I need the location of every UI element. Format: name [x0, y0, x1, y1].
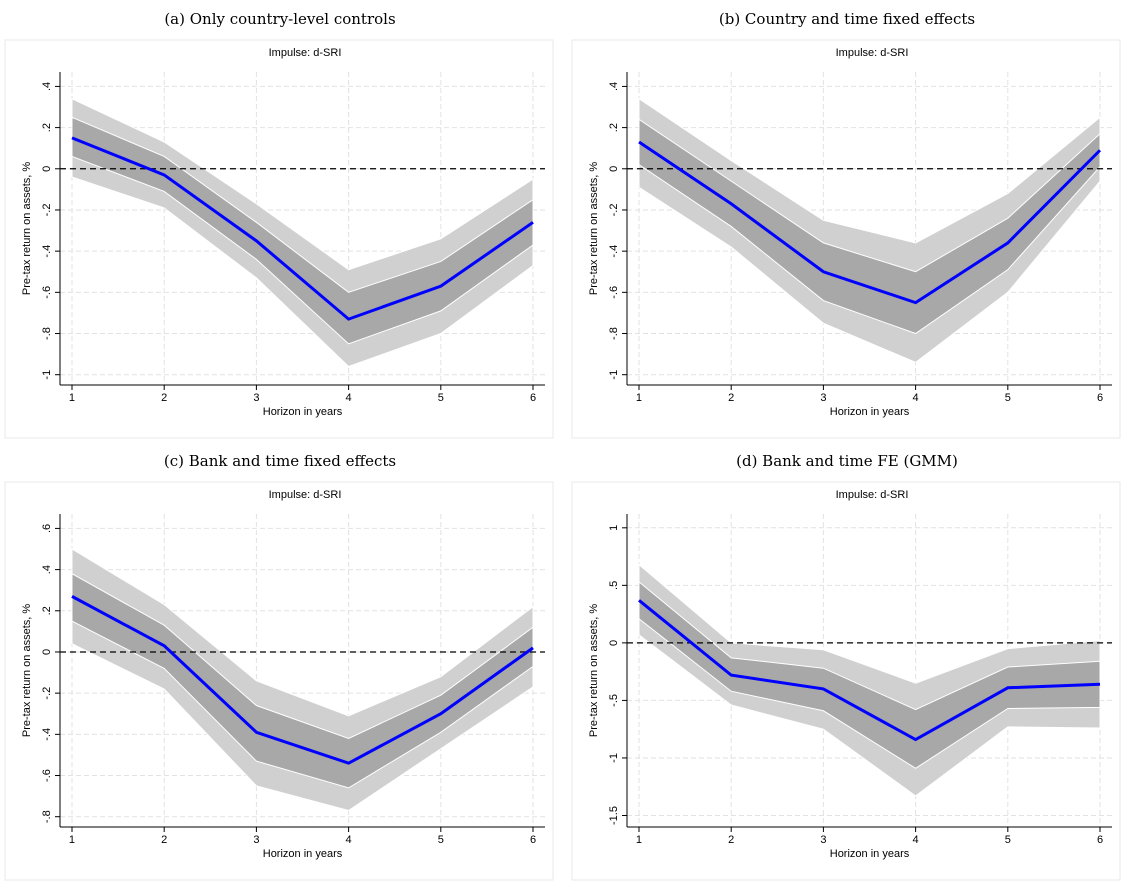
y-tick-label: -1.5 [608, 806, 620, 825]
y-tick-label: -.2 [608, 204, 620, 217]
plot-title: Impulse: d-SRI [836, 489, 909, 501]
y-tick-label: -.2 [41, 204, 53, 217]
panel-caption: (c) Bank and time fixed effects [164, 452, 396, 470]
x-tick-label: 1 [69, 392, 75, 404]
y-tick-label: .2 [41, 606, 53, 615]
panel: (d) Bank and time FE (GMM) Impulse: d-SRI… [571, 452, 1121, 881]
y-tick-label: 0 [608, 640, 620, 646]
confidence-band [638, 580, 1101, 769]
y-tick-label: -1 [41, 370, 53, 380]
impulse-response-line [638, 140, 1102, 305]
impulse-response-line [71, 595, 534, 765]
confidence-band [638, 118, 1101, 335]
y-tick-label: -.8 [41, 327, 53, 340]
y-tick-label: -.4 [41, 728, 53, 741]
y-axis-label: Pre-tax return on assets, % [21, 162, 33, 295]
y-tick-label: 0 [41, 166, 53, 172]
x-tick-label: 6 [1097, 392, 1103, 404]
y-tick-label: .6 [41, 524, 53, 533]
x-tick-label: 6 [530, 392, 536, 404]
x-tick-label: 3 [253, 392, 259, 404]
y-tick-label: .4 [41, 82, 53, 91]
x-tick-label: 3 [820, 834, 826, 846]
y-tick-label: 0 [608, 166, 620, 172]
x-tick-label: 5 [438, 834, 444, 846]
x-tick-label: 2 [161, 392, 167, 404]
x-tick-label: 5 [1005, 834, 1011, 846]
plot-title: Impulse: d-SRI [269, 47, 342, 59]
x-tick-label: 1 [636, 392, 642, 404]
y-tick-label: -.4 [608, 245, 620, 258]
x-tick-label: 1 [636, 834, 642, 846]
x-tick-label: 6 [1097, 834, 1103, 846]
x-tick-label: 1 [69, 834, 75, 846]
y-tick-label: -.4 [41, 245, 53, 258]
x-axis-label: Horizon in years [263, 406, 343, 418]
panel: (b) Country and time fixed effects Impuls… [571, 10, 1121, 439]
y-tick-label: 0 [41, 649, 53, 655]
y-axis-label: Pre-tax return on assets, % [588, 162, 600, 295]
y-tick-label: -.6 [608, 286, 620, 299]
x-tick-label: 2 [728, 392, 734, 404]
confidence-band [638, 563, 1101, 797]
y-tick-label: .4 [41, 565, 53, 574]
x-tick-label: 4 [913, 392, 919, 404]
x-axis-label: Horizon in years [830, 848, 910, 860]
y-tick-label: -.2 [41, 687, 53, 700]
panel-caption: (a) Only country-level controls [164, 10, 395, 28]
y-tick-label: -1 [608, 370, 620, 380]
y-axis-label: Pre-tax return on assets, % [588, 604, 600, 737]
x-axis-label: Horizon in years [830, 406, 910, 418]
impulse-response-line [638, 599, 1101, 742]
y-tick-label: .5 [608, 581, 620, 590]
y-tick-label: -1 [608, 753, 620, 763]
x-tick-label: 6 [530, 834, 536, 846]
y-tick-label: -.6 [41, 769, 53, 782]
x-tick-label: 2 [728, 834, 734, 846]
panel-caption: (b) Country and time fixed effects [719, 10, 975, 28]
x-tick-label: 4 [346, 834, 352, 846]
y-tick-label: -.5 [608, 694, 620, 707]
x-tick-label: 4 [346, 392, 352, 404]
x-tick-label: 3 [253, 834, 259, 846]
plot-title: Impulse: d-SRI [836, 47, 909, 59]
plot-title: Impulse: d-SRI [269, 489, 342, 501]
x-tick-label: 5 [1005, 392, 1011, 404]
panel: (a) Only country-level controls Impulse: … [4, 10, 554, 439]
confidence-band [71, 572, 534, 789]
x-tick-label: 4 [913, 834, 919, 846]
x-tick-label: 5 [438, 392, 444, 404]
y-tick-label: -.8 [608, 327, 620, 340]
x-tick-label: 2 [161, 834, 167, 846]
y-tick-label: -.8 [41, 810, 53, 823]
y-axis-label: Pre-tax return on assets, % [21, 604, 33, 737]
confidence-band [71, 116, 534, 345]
x-axis-label: Horizon in years [263, 848, 343, 860]
y-tick-label: 1 [608, 525, 620, 531]
x-tick-label: 3 [820, 392, 826, 404]
panel-caption: (d) Bank and time FE (GMM) [736, 452, 958, 470]
impulse-response-line [71, 136, 534, 321]
y-tick-label: .2 [608, 123, 620, 132]
confidence-band [638, 97, 1101, 363]
y-tick-label: .2 [41, 123, 53, 132]
y-tick-label: .4 [608, 82, 620, 91]
y-tick-label: -.6 [41, 286, 53, 299]
panel: (c) Bank and time fixed effects Impulse: … [4, 452, 554, 881]
